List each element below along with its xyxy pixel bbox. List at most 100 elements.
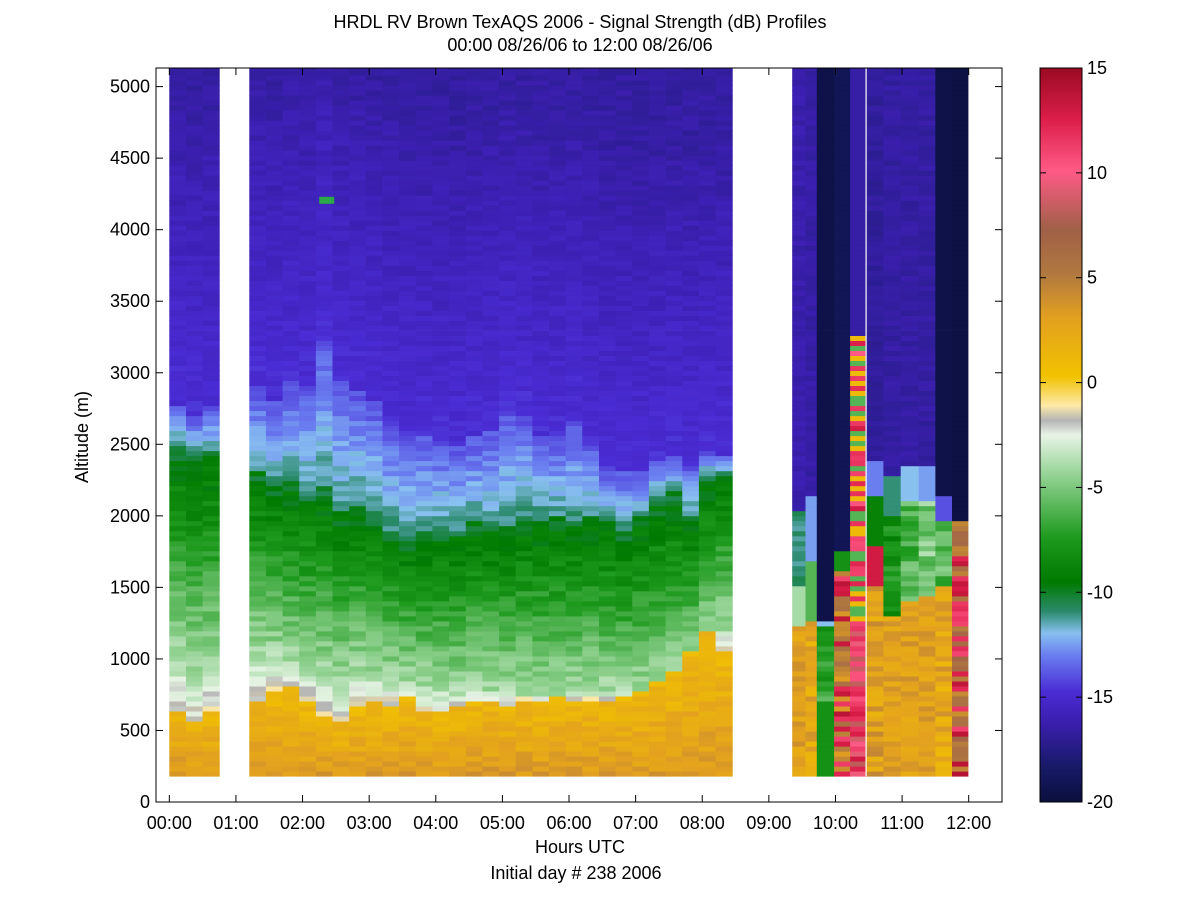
- heatmap-cell: [202, 686, 220, 692]
- heatmap-cell: [805, 701, 818, 707]
- heatmap-cell: [202, 606, 220, 612]
- heatmap-cell: [315, 260, 333, 266]
- heatmap-cell: [648, 130, 666, 136]
- heatmap-cell: [169, 761, 187, 767]
- heatmap-cell: [249, 580, 267, 587]
- heatmap-cell: [515, 671, 533, 677]
- heatmap-cell: [582, 190, 600, 196]
- heatmap-cell: [415, 646, 433, 652]
- heatmap-cell: [315, 696, 333, 702]
- heatmap-cell: [615, 606, 633, 612]
- heatmap-cell: [816, 616, 835, 622]
- heatmap-cell: [515, 235, 533, 241]
- heatmap-cell: [449, 75, 467, 81]
- heatmap-cell: [549, 731, 567, 737]
- heatmap-cell: [449, 495, 467, 502]
- heatmap-cell: [665, 80, 683, 86]
- heatmap-cell: [365, 746, 383, 752]
- heatmap-cell: [249, 315, 267, 321]
- heatmap-cell: [792, 580, 806, 587]
- heatmap-cell: [565, 575, 583, 582]
- heatmap-cell: [665, 686, 683, 692]
- heatmap-cell: [599, 716, 617, 722]
- heatmap-cell: [805, 295, 818, 301]
- heatmap-cell: [698, 290, 716, 296]
- heatmap-cell: [682, 380, 700, 386]
- heatmap-cell: [805, 535, 818, 542]
- heatmap-cell: [615, 370, 633, 376]
- heatmap-cell: [365, 545, 383, 552]
- heatmap-cell: [665, 370, 683, 376]
- heatmap-cell: [482, 696, 500, 702]
- heatmap-cell: [792, 210, 806, 216]
- heatmap-cell: [792, 295, 806, 301]
- heatmap-cell: [202, 731, 220, 737]
- heatmap-cell: [665, 305, 683, 311]
- heatmap-cell: [816, 290, 835, 296]
- heatmap-cell: [465, 225, 483, 231]
- heatmap-cell: [169, 300, 187, 306]
- heatmap-cell: [582, 611, 600, 617]
- heatmap-cell: [532, 105, 550, 111]
- heatmap-cell: [365, 440, 383, 447]
- heatmap-cell: [482, 70, 500, 76]
- heatmap-cell: [515, 575, 533, 582]
- heatmap-cell: [282, 390, 300, 396]
- heatmap-cell: [449, 631, 467, 637]
- heatmap-cell: [315, 686, 333, 692]
- heatmap-cell: [632, 280, 650, 286]
- heatmap-cell: [532, 215, 550, 221]
- heatmap-cell: [282, 115, 300, 121]
- heatmap-cell: [399, 195, 417, 201]
- heatmap-cell: [715, 716, 733, 722]
- heatmap-cell: [515, 145, 533, 151]
- heatmap-cell: [698, 435, 716, 442]
- heatmap-cell: [816, 275, 835, 281]
- heatmap-cell: [399, 580, 417, 587]
- heatmap-cell: [265, 420, 283, 427]
- heatmap-cell: [715, 425, 733, 432]
- heatmap-cell: [249, 701, 267, 707]
- heatmap-cell: [792, 165, 806, 171]
- heatmap-cell: [665, 565, 683, 572]
- heatmap-cell: [449, 380, 467, 386]
- heatmap-cell: [715, 591, 733, 597]
- heatmap-cell: [415, 741, 433, 747]
- heatmap-cell: [169, 200, 187, 206]
- heatmap-cell: [202, 320, 220, 326]
- heatmap-cell: [632, 340, 650, 346]
- heatmap-cell: [792, 325, 806, 331]
- heatmap-cell: [515, 535, 533, 542]
- heatmap-cell: [169, 771, 187, 777]
- heatmap-cell: [449, 370, 467, 376]
- heatmap-cell: [698, 275, 716, 281]
- heatmap-cell: [482, 75, 500, 81]
- heatmap-cell: [482, 360, 500, 366]
- heatmap-cell: [582, 425, 600, 432]
- heatmap-cell: [332, 480, 350, 487]
- heatmap-cell: [805, 350, 818, 356]
- heatmap-cell: [665, 485, 683, 492]
- heatmap-cell: [415, 510, 433, 517]
- heatmap-cell: [449, 160, 467, 166]
- heatmap-cell: [698, 656, 716, 662]
- heatmap-cell: [299, 110, 317, 116]
- heatmap-cell: [399, 130, 417, 136]
- heatmap-cell: [186, 200, 204, 206]
- heatmap-cell: [805, 555, 818, 562]
- heatmap-cell: [565, 70, 583, 76]
- heatmap-cell: [805, 110, 818, 116]
- heatmap-cell: [648, 721, 666, 727]
- heatmap-cell: [265, 390, 283, 396]
- heatmap-cell: [186, 761, 204, 767]
- heatmap-cell: [698, 636, 716, 642]
- heatmap-cell: [282, 731, 300, 737]
- heatmap-cell: [315, 235, 333, 241]
- heatmap-cell: [432, 515, 450, 522]
- heatmap-cell: [432, 661, 450, 667]
- heatmap-cell: [515, 596, 533, 602]
- heatmap-cell: [332, 636, 350, 642]
- heatmap-cell: [698, 460, 716, 467]
- heatmap-cell: [715, 515, 733, 522]
- heatmap-cell: [249, 340, 267, 346]
